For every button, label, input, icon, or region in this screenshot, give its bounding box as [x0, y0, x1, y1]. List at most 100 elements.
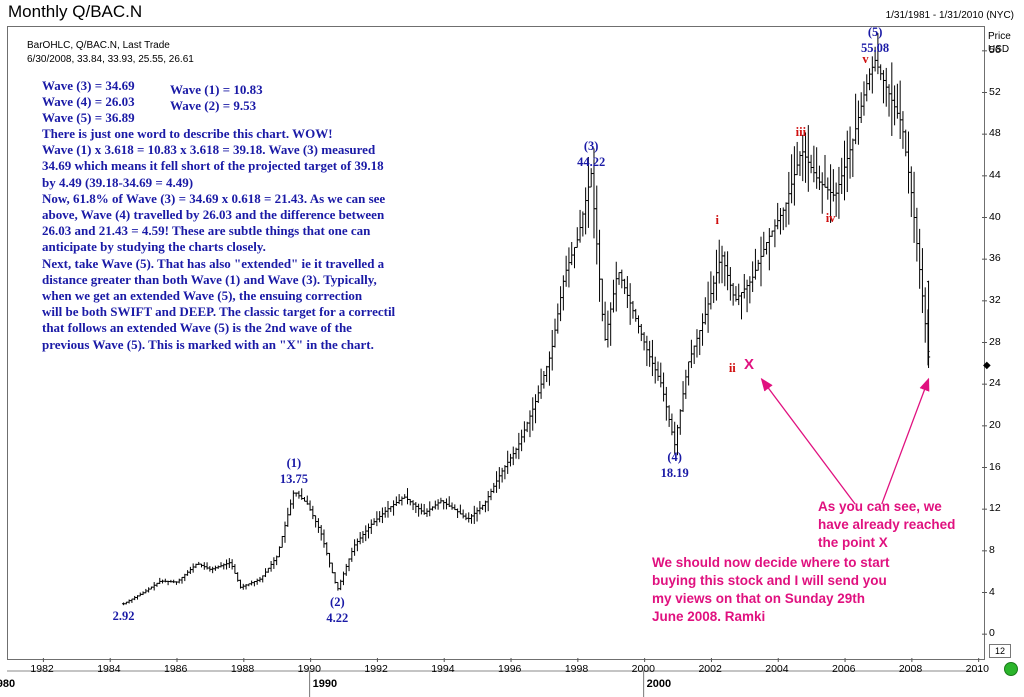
ohlc-bar: [520, 429, 524, 452]
date-range: 1/31/1981 - 1/31/2010 (NYC): [885, 10, 1014, 21]
y-tick-label: 48: [989, 127, 1001, 140]
ohlc-bar: [545, 365, 549, 383]
ohlc-bar: [174, 581, 179, 585]
ohlc-bar: [915, 207, 919, 262]
ohlc-bar: [837, 166, 841, 219]
ohlc-bar: [389, 506, 393, 513]
wave-number: (2): [330, 595, 345, 610]
y-tick-label: 12: [989, 502, 1001, 515]
ohlc-bar: [506, 450, 510, 474]
ohlc-bar: [597, 229, 602, 302]
ohlc-bar: [703, 297, 707, 325]
ohlc-bar: [430, 506, 435, 511]
ohlc-bar: [659, 362, 663, 388]
ohlc-bar: [784, 202, 788, 228]
paragraph-line: that follows an extended Wave (5) is the…: [42, 320, 352, 336]
ohlc-bar: [158, 577, 162, 585]
x-tick-label: 2004: [765, 663, 789, 675]
ohlc-bar: [439, 497, 443, 504]
ohlc-bar: [809, 154, 813, 174]
ohlc-bar: [330, 562, 334, 574]
ohlc-bar: [547, 351, 552, 386]
ohlc-bar: [319, 525, 323, 541]
x-tick-label: 1990: [297, 663, 321, 675]
ohlc-bar: [378, 511, 382, 523]
paragraph-line: above, Wave (4) travelled by 26.03 and t…: [42, 207, 385, 223]
ohlc-bar: [369, 519, 373, 534]
ohlc-bar: [247, 583, 251, 587]
ohlc-bar: [731, 283, 735, 306]
chart-frame[interactable]: [7, 26, 985, 660]
paragraph-line: Wave (1) x 3.618 = 10.83 x 3.618 = 39.18…: [42, 142, 376, 158]
ohlc-bar: [227, 558, 231, 569]
ohlc-bar: [202, 562, 206, 570]
ohlc-bar: [383, 506, 387, 518]
x-tick-label: 1984: [97, 663, 121, 675]
ohlc-bar: [776, 202, 780, 230]
ohlc-bar: [661, 372, 666, 402]
ohlc-bar: [492, 482, 496, 494]
ohlc-bar: [464, 513, 468, 521]
decade-label: 1990: [312, 678, 338, 690]
ohlc-bar: [124, 601, 128, 605]
ohlc-bar: [486, 491, 490, 512]
y-tick-label: 44: [989, 168, 1001, 181]
wave-number: (4): [667, 449, 682, 464]
ohlc-bar: [653, 356, 657, 384]
note-wave3: Wave (3) = 34.69: [42, 78, 135, 93]
ohlc-bar: [881, 70, 886, 104]
pink-line: have already reached: [818, 517, 956, 532]
ohlc-bar: [790, 154, 794, 204]
ohlc-bar: [564, 255, 568, 287]
ohlc-bar: [901, 111, 905, 149]
scale-box[interactable]: 12: [989, 644, 1011, 658]
ohlc-bar: [194, 563, 198, 569]
ohlc-bar: [138, 592, 142, 597]
ohlc-bar: [725, 251, 730, 291]
ohlc-bar: [255, 578, 259, 585]
ohlc-bar: [314, 515, 318, 528]
wave-label: (3) 44.22: [566, 138, 616, 170]
wave-label: iii: [795, 124, 807, 139]
ohlc-bar: [169, 579, 173, 583]
ohlc-bar: [670, 413, 674, 436]
analysis-paragraph: There is just one word to describe this …: [42, 126, 395, 353]
note-wave1: Wave (1) = 10.83: [170, 82, 263, 97]
ohlc-bar: [712, 275, 716, 304]
y-tick-label: 4: [989, 585, 995, 598]
x-tick-label: 1986: [164, 663, 188, 675]
ohlc-bar: [570, 242, 574, 266]
ohlc-bar: [609, 302, 613, 346]
ohlc-bar: [403, 494, 407, 499]
pointer-arrow: [760, 377, 856, 505]
ohlc-bar: [865, 74, 869, 102]
ohlc-bar: [700, 313, 705, 346]
wave-number: (3): [583, 138, 599, 153]
ohlc-bar: [419, 503, 424, 515]
ohlc-bar: [542, 370, 546, 389]
ohlc-bar: [706, 281, 710, 333]
ohlc-bar: [461, 509, 465, 519]
ohlc-bar: [327, 552, 332, 568]
ohlc-bar: [681, 381, 685, 412]
paragraph-line: distance greater than both Wave (1) and …: [42, 271, 377, 287]
ohlc-bar: [890, 62, 894, 136]
ohlc-bar: [472, 505, 476, 524]
ohlc-bar: [172, 579, 176, 584]
ohlc-bar: [522, 421, 526, 443]
ohlc-bar: [514, 447, 518, 459]
y-tick-label: 28: [989, 335, 1001, 348]
ohlc-bar: [233, 564, 237, 574]
y-tick-label: 0: [989, 627, 995, 640]
ohlc-bar: [823, 154, 827, 188]
pink-line: As you can see, we: [818, 499, 942, 514]
ohlc-bar: [286, 507, 290, 527]
wave-number: (5): [867, 25, 883, 40]
ohlc-bar: [489, 488, 493, 501]
ohlc-bar: [904, 129, 908, 157]
ohlc-bar: [414, 501, 418, 514]
ohlc-bar: [397, 494, 401, 505]
ohlc-bar: [261, 575, 265, 583]
ohlc-bar: [302, 497, 307, 502]
